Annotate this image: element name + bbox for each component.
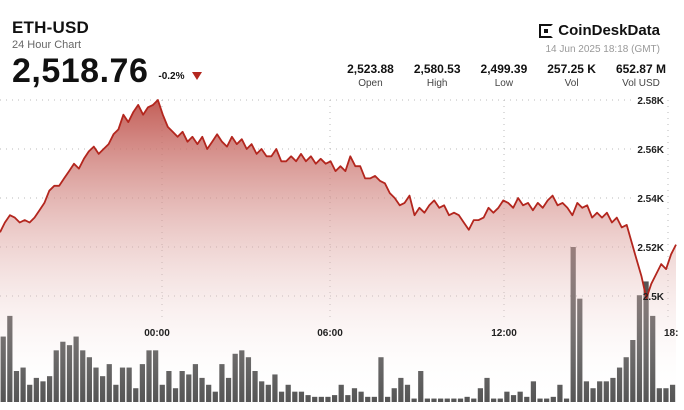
y-tick-label: 2.54K	[637, 194, 664, 205]
stat-high: 2,580.53 High	[414, 62, 461, 89]
brand-name: CoinDeskData	[558, 22, 660, 39]
stat-label: Low	[494, 78, 514, 89]
current-price: 2,518.76	[12, 52, 149, 90]
stat-label: Vol	[564, 78, 579, 89]
stat-label: Vol USD	[622, 78, 660, 89]
coindesk-logo-icon	[539, 23, 554, 38]
stats-bar: 2,523.88 Open 2,580.53 High 2,499.39 Low…	[327, 62, 666, 89]
y-tick-label: 2.58K	[637, 96, 664, 107]
y-tick-label: 2.5K	[643, 292, 665, 303]
y-tick-label: 2.56K	[637, 145, 664, 156]
stat-label: High	[426, 78, 448, 89]
stat-value: 257.25 K	[547, 62, 596, 76]
stat-vol-usd: 652.87 M Vol USD	[616, 62, 666, 89]
stat-value: 652.87 M	[615, 62, 666, 76]
brand-logo: CoinDeskData	[539, 22, 660, 39]
x-tick-label: 18:	[664, 328, 678, 339]
y-tick-label: 2.52K	[637, 243, 664, 254]
down-arrow-icon	[192, 72, 203, 80]
stat-value: 2,523.88	[347, 62, 394, 76]
x-tick-label: 00:00	[144, 328, 170, 339]
price-area	[0, 99, 677, 402]
price-change: -0.2%	[158, 71, 185, 82]
y-axis: 2.58K 2.56K 2.54K 2.52K 2.5K	[637, 96, 664, 303]
stat-value: 2,580.53	[413, 62, 461, 76]
price-row: 2,518.76 -0.2%	[12, 52, 203, 90]
stat-vol: 257.25 K Vol	[547, 62, 596, 89]
stat-open: 2,523.88 Open	[347, 62, 394, 89]
timestamp: 14 Jun 2025 18:18 (GMT)	[545, 44, 660, 55]
stat-label: Open	[358, 78, 383, 89]
symbol-title: ETH-USD	[12, 18, 89, 37]
chart-subtitle: 24 Hour Chart	[12, 39, 82, 51]
x-axis: 00:00 06:00 12:00 18:	[144, 328, 678, 339]
price-area-fill	[0, 100, 676, 402]
stat-low: 2,499.39 Low	[481, 62, 528, 89]
chart-header: ETH-USD 24 Hour Chart	[12, 18, 89, 51]
x-tick-label: 06:00	[317, 328, 343, 339]
x-tick-label: 12:00	[491, 328, 517, 339]
price-line	[0, 99, 677, 300]
stat-value: 2,499.39	[480, 62, 528, 76]
